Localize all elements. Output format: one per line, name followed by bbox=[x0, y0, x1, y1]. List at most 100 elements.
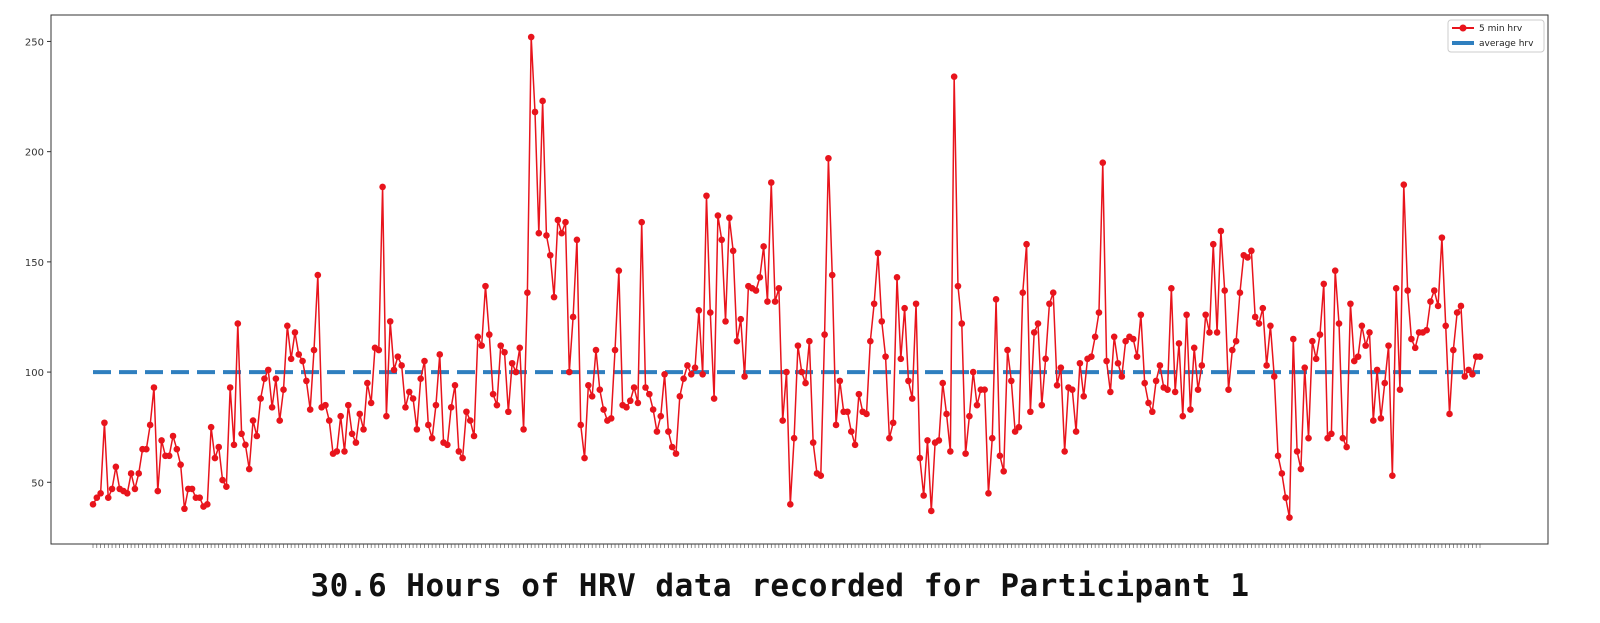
data-point bbox=[531, 108, 539, 116]
data-point bbox=[950, 73, 958, 81]
data-point bbox=[1038, 401, 1046, 409]
data-point bbox=[714, 212, 722, 219]
data-point bbox=[985, 490, 992, 497]
data-point bbox=[1438, 234, 1446, 241]
data-point bbox=[264, 366, 272, 374]
data-point bbox=[497, 342, 505, 349]
data-point bbox=[112, 463, 120, 471]
data-point bbox=[333, 448, 341, 455]
data-point bbox=[211, 454, 219, 462]
data-point bbox=[104, 494, 112, 502]
data-point bbox=[1286, 514, 1293, 521]
data-point bbox=[89, 501, 97, 508]
data-point bbox=[1080, 393, 1088, 400]
data-point bbox=[897, 355, 905, 363]
data-point bbox=[1122, 337, 1129, 345]
data-point bbox=[680, 375, 687, 382]
data-point bbox=[726, 214, 733, 222]
data-point bbox=[249, 417, 257, 424]
data-point bbox=[489, 390, 497, 398]
data-point bbox=[306, 406, 314, 413]
data-point bbox=[912, 300, 920, 308]
data-point bbox=[775, 285, 783, 292]
data-point bbox=[893, 273, 901, 281]
data-point bbox=[729, 247, 737, 255]
data-point bbox=[798, 368, 806, 376]
data-point bbox=[257, 395, 264, 402]
data-point bbox=[1057, 364, 1065, 371]
data-point bbox=[1385, 342, 1392, 349]
data-point bbox=[1141, 379, 1148, 387]
data-point bbox=[992, 296, 1000, 303]
data-point bbox=[165, 452, 173, 460]
data-point bbox=[1187, 406, 1194, 413]
data-point bbox=[234, 320, 242, 327]
data-point bbox=[646, 390, 653, 398]
data-point bbox=[1190, 344, 1198, 352]
data-point bbox=[1297, 465, 1305, 473]
data-point bbox=[1331, 267, 1339, 274]
data-point bbox=[908, 395, 916, 402]
data-point bbox=[855, 390, 863, 398]
data-point bbox=[905, 377, 912, 385]
data-point bbox=[988, 434, 996, 442]
data-point bbox=[634, 399, 642, 407]
chart-caption: 30.6 Hours of HRV data recorded for Part… bbox=[310, 568, 1250, 604]
data-point bbox=[1206, 329, 1213, 336]
data-point bbox=[1347, 300, 1354, 308]
data-point bbox=[847, 428, 855, 435]
data-point bbox=[474, 333, 482, 341]
data-point bbox=[451, 382, 459, 389]
data-point bbox=[684, 362, 691, 369]
data-point bbox=[325, 417, 333, 424]
data-point bbox=[562, 218, 569, 226]
data-point bbox=[1137, 311, 1145, 319]
data-point bbox=[1251, 313, 1259, 321]
data-point bbox=[543, 232, 550, 239]
data-point bbox=[1411, 344, 1419, 352]
data-point bbox=[314, 271, 322, 279]
data-point bbox=[546, 251, 554, 259]
data-point bbox=[1221, 287, 1229, 294]
data-point bbox=[638, 218, 646, 226]
data-point bbox=[615, 267, 623, 274]
data-point bbox=[230, 441, 238, 449]
data-point bbox=[1270, 373, 1278, 380]
data-point bbox=[207, 423, 215, 431]
data-point bbox=[954, 282, 962, 290]
data-point bbox=[867, 337, 874, 345]
data-point bbox=[226, 384, 234, 391]
data-point bbox=[996, 452, 1004, 460]
data-point bbox=[1156, 362, 1164, 369]
data-point bbox=[375, 346, 383, 354]
data-point bbox=[101, 419, 108, 427]
data-point bbox=[158, 437, 165, 444]
data-point bbox=[524, 289, 531, 297]
data-point bbox=[1392, 285, 1400, 292]
y-tick-label: 50 bbox=[31, 478, 44, 489]
data-point bbox=[425, 421, 432, 429]
data-point bbox=[1324, 434, 1331, 442]
data-point bbox=[348, 430, 356, 438]
data-point bbox=[242, 441, 249, 449]
data-point bbox=[1400, 181, 1408, 189]
data-point bbox=[1209, 240, 1217, 248]
data-point bbox=[1034, 320, 1042, 327]
data-point bbox=[588, 393, 596, 400]
data-point bbox=[1129, 335, 1137, 343]
data-point bbox=[386, 318, 394, 325]
data-point bbox=[1023, 240, 1030, 248]
data-point bbox=[592, 346, 600, 354]
data-point bbox=[459, 454, 466, 462]
data-point bbox=[223, 483, 230, 490]
data-point bbox=[566, 368, 573, 376]
data-point bbox=[771, 298, 779, 305]
data-point bbox=[825, 154, 832, 162]
data-point bbox=[284, 322, 291, 330]
data-point bbox=[1354, 353, 1362, 360]
data-point bbox=[535, 229, 543, 237]
data-point bbox=[417, 375, 424, 382]
data-point bbox=[703, 192, 710, 200]
data-point bbox=[874, 249, 882, 257]
